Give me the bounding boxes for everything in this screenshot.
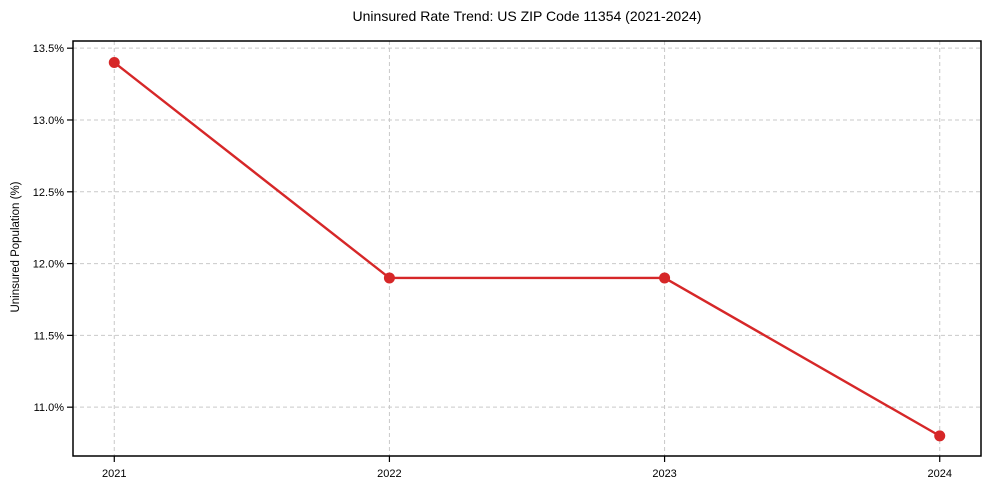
data-point [659,272,671,284]
data-point [108,57,120,69]
chart-title: Uninsured Rate Trend: US ZIP Code 11354 … [352,8,702,24]
y-tick-label: 12.5% [33,187,64,199]
y-tick-label: 13.0% [33,115,64,127]
x-tick-label: 2024 [927,468,951,480]
trend-line [113,61,941,438]
y-tick-label: 13.5% [33,43,64,55]
plot-frame [72,40,982,457]
y-tick-label: 11.5% [34,330,65,342]
data-point [934,430,946,442]
y-tick-label: 12.0% [33,259,64,271]
data-point [383,272,395,284]
y-axis-label: Uninsured Population (%) [10,181,22,313]
x-tick-label: 2021 [102,468,126,480]
y-tick-label: 11.0% [34,402,65,414]
x-tick-label: 2023 [652,468,676,480]
x-tick-label: 2022 [377,468,401,480]
